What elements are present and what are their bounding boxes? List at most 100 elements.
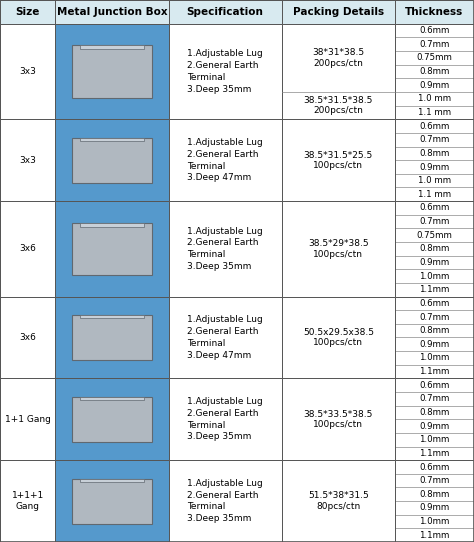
Bar (80, 138, 144, 141)
Text: 1.0 mm: 1.0 mm (418, 94, 451, 104)
Bar (395, 283, 474, 296)
Bar (72, 138, 152, 183)
Text: 0.7mm: 0.7mm (419, 217, 450, 226)
Bar (395, 460, 474, 542)
Bar (395, 201, 474, 296)
Bar (55, 460, 169, 542)
Bar (72, 479, 152, 524)
Text: 1.1mm: 1.1mm (419, 449, 450, 458)
Bar (395, 269, 474, 283)
Bar (395, 51, 474, 64)
Bar (395, 296, 474, 310)
Text: 0.8mm: 0.8mm (419, 67, 450, 76)
Bar (282, 24, 395, 119)
Bar (0, 378, 55, 460)
Text: 1+1 Gang: 1+1 Gang (5, 415, 51, 424)
Text: 1+1+1
Gang: 1+1+1 Gang (11, 492, 44, 511)
Bar (282, 378, 395, 460)
Text: 38.5*31.5*38.5
200pcs/ctn: 38.5*31.5*38.5 200pcs/ctn (304, 96, 373, 115)
Bar (0, 24, 55, 119)
Text: 1.Adjustable Lug
2.General Earth
Terminal
3.Deep 47mm: 1.Adjustable Lug 2.General Earth Termina… (187, 315, 263, 360)
Bar (395, 256, 474, 269)
Bar (395, 528, 474, 542)
Bar (395, 133, 474, 146)
Bar (80, 397, 144, 400)
Text: 1.Adjustable Lug
2.General Earth
Terminal
3.Deep 35mm: 1.Adjustable Lug 2.General Earth Termina… (187, 49, 263, 94)
Bar (395, 447, 474, 460)
Bar (72, 397, 152, 442)
Text: 1.Adjustable Lug
2.General Earth
Terminal
3.Deep 35mm: 1.Adjustable Lug 2.General Earth Termina… (187, 397, 263, 442)
Bar (395, 188, 474, 201)
Text: 1.Adjustable Lug
2.General Earth
Terminal
3.Deep 47mm: 1.Adjustable Lug 2.General Earth Termina… (187, 138, 263, 183)
Text: 1.1mm: 1.1mm (419, 531, 450, 540)
Bar (169, 0, 282, 24)
Bar (395, 119, 474, 201)
Bar (395, 0, 474, 24)
Bar (395, 296, 474, 378)
Text: 1.Adjustable Lug
2.General Earth
Terminal
3.Deep 35mm: 1.Adjustable Lug 2.General Earth Termina… (187, 479, 263, 523)
Bar (395, 146, 474, 160)
Text: 0.7mm: 0.7mm (419, 136, 450, 144)
Text: 38.5*29*38.5
100pcs/ctn: 38.5*29*38.5 100pcs/ctn (308, 239, 369, 259)
Text: 0.9mm: 0.9mm (419, 422, 450, 430)
Text: 0.6mm: 0.6mm (419, 121, 450, 131)
Bar (72, 46, 152, 98)
Bar (395, 174, 474, 188)
Bar (395, 201, 474, 215)
Text: 0.7mm: 0.7mm (419, 313, 450, 321)
Bar (169, 24, 282, 119)
Text: 0.6mm: 0.6mm (419, 26, 450, 35)
Text: 0.8mm: 0.8mm (419, 490, 450, 499)
Text: 38*31*38.5
200pcs/ctn: 38*31*38.5 200pcs/ctn (312, 48, 365, 68)
Bar (395, 119, 474, 133)
Bar (395, 37, 474, 51)
Bar (169, 201, 282, 296)
Text: 3x6: 3x6 (19, 244, 36, 253)
Bar (0, 119, 55, 201)
Text: 1.0mm: 1.0mm (419, 272, 450, 281)
Text: 0.75mm: 0.75mm (417, 231, 453, 240)
Bar (169, 378, 282, 460)
Text: 0.6mm: 0.6mm (419, 380, 450, 390)
Bar (55, 119, 169, 201)
Text: 1.0 mm: 1.0 mm (418, 176, 451, 185)
Text: 0.8mm: 0.8mm (419, 149, 450, 158)
Text: Size: Size (16, 7, 40, 17)
Bar (395, 460, 474, 474)
Bar (395, 64, 474, 79)
Bar (0, 460, 55, 542)
Text: 0.6mm: 0.6mm (419, 462, 450, 472)
Bar (395, 433, 474, 447)
Bar (395, 378, 474, 460)
Text: 50.5x29.5x38.5
100pcs/ctn: 50.5x29.5x38.5 100pcs/ctn (303, 328, 374, 347)
Bar (169, 119, 282, 201)
Bar (0, 0, 55, 24)
Text: 0.7mm: 0.7mm (419, 40, 450, 49)
Bar (0, 201, 55, 296)
Text: 0.9mm: 0.9mm (419, 258, 450, 267)
Bar (395, 160, 474, 174)
Bar (395, 487, 474, 501)
Text: 0.6mm: 0.6mm (419, 203, 450, 212)
Bar (395, 338, 474, 351)
Text: 0.9mm: 0.9mm (419, 340, 450, 349)
Bar (395, 106, 474, 119)
Text: 0.8mm: 0.8mm (419, 244, 450, 253)
Bar (395, 501, 474, 515)
Bar (282, 296, 395, 378)
Bar (395, 392, 474, 405)
Text: 1.0mm: 1.0mm (419, 517, 450, 526)
Bar (395, 405, 474, 420)
Text: Metal Junction Box: Metal Junction Box (56, 7, 167, 17)
Bar (72, 315, 152, 360)
Text: 38.5*33.5*38.5
100pcs/ctn: 38.5*33.5*38.5 100pcs/ctn (304, 410, 373, 429)
Text: 0.7mm: 0.7mm (419, 395, 450, 403)
Text: 38.5*31.5*25.5
100pcs/ctn: 38.5*31.5*25.5 100pcs/ctn (304, 151, 373, 170)
Bar (282, 119, 395, 201)
Text: 0.8mm: 0.8mm (419, 408, 450, 417)
Bar (282, 201, 395, 296)
Text: 1.1 mm: 1.1 mm (418, 108, 451, 117)
Text: 3x3: 3x3 (19, 67, 36, 76)
Bar (282, 0, 395, 24)
Bar (395, 24, 474, 37)
